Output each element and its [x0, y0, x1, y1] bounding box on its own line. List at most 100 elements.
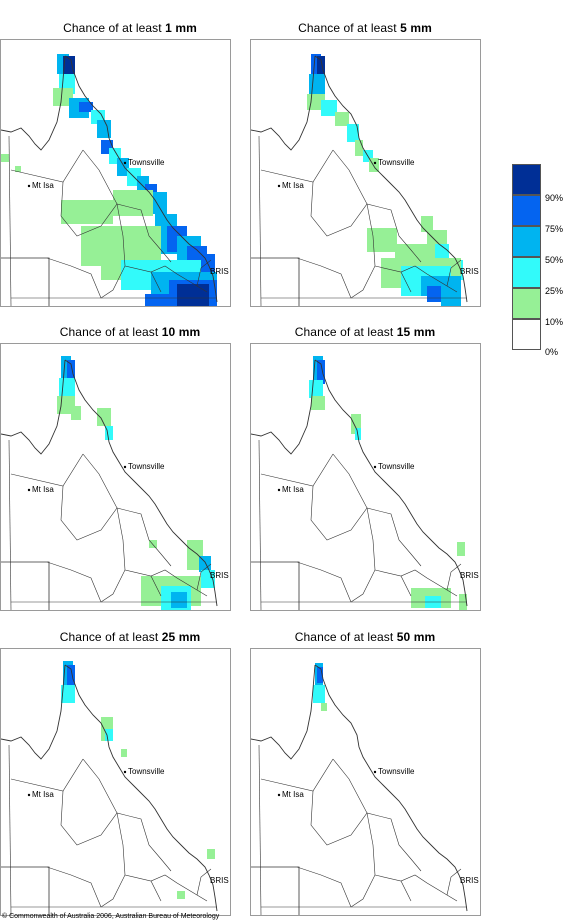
district-border [8, 135, 12, 306]
coastline [64, 664, 218, 912]
district-border [196, 563, 212, 591]
legend-label-0: 0% [545, 347, 559, 357]
coastline [314, 664, 468, 912]
state-border-box [1, 257, 50, 306]
panel-title-15mm: Chance of at least 15 mm [294, 325, 436, 339]
rain-probability-cell [61, 685, 75, 703]
district-border [82, 149, 118, 205]
probability-legend: 90% 75% 50% 25% 10% 0% [512, 164, 570, 357]
rain-probability-cell [435, 244, 449, 260]
district-border [446, 259, 462, 287]
legend-swatch-10 [512, 288, 541, 319]
gulf-coastline [1, 359, 66, 455]
brisbane-label: BRIS [460, 267, 479, 276]
district-border [260, 149, 334, 183]
mt-isa-marker [277, 793, 281, 797]
map-svg [1, 356, 218, 610]
rain-probability-cell [97, 120, 111, 138]
rain-probability-cell [335, 112, 349, 126]
gulf-coastline [1, 664, 66, 760]
map-panel-10mm: Townsville Mt Isa BRIS [0, 343, 231, 611]
district-border [100, 812, 126, 908]
rain-probability-cell [105, 729, 113, 741]
rain-probability-cell [311, 396, 325, 410]
state-border-box [251, 257, 300, 306]
rain-probability-cell [145, 294, 175, 306]
townsville-label: Townsville [378, 462, 415, 471]
townsville-label: Townsville [128, 462, 165, 471]
district-border [46, 257, 102, 299]
mt-isa-label: Mt Isa [32, 181, 54, 190]
coastline [314, 359, 468, 607]
rain-probability-cell [317, 56, 325, 86]
mt-isa-marker [27, 488, 31, 492]
district-border [124, 265, 208, 293]
townsville-marker [123, 465, 127, 469]
townsville-label: Townsville [378, 158, 415, 167]
district-border [374, 874, 458, 902]
district-border [150, 575, 162, 597]
mt-isa-label: Mt Isa [32, 485, 54, 494]
district-border [150, 880, 162, 902]
mt-isa-label: Mt Isa [282, 485, 304, 494]
district-border [350, 812, 376, 908]
district-border [82, 758, 118, 814]
rain-probability-cell [121, 749, 127, 757]
district-border [296, 257, 352, 299]
district-border [400, 575, 412, 597]
district-border [10, 453, 84, 487]
rain-probability-cell [367, 228, 397, 252]
district-border [332, 149, 368, 205]
legend-swatch-25 [512, 257, 541, 288]
rain-probability-cell [67, 665, 75, 685]
map-svg [251, 663, 468, 915]
townsville-marker [123, 161, 127, 165]
rain-probability-cell [311, 54, 321, 76]
rain-probability-cell [177, 284, 209, 306]
panel-title-5mm: Chance of at least 5 mm [298, 21, 432, 35]
district-border [258, 439, 262, 610]
rain-probability-cell [171, 592, 187, 608]
legend-swatch-0 [512, 319, 541, 350]
rain-probability-cell [149, 540, 157, 548]
townsville-marker [123, 770, 127, 774]
townsville-label: Townsville [128, 767, 165, 776]
state-border-box [1, 866, 50, 915]
rain-probability-cell [15, 166, 21, 172]
brisbane-label: BRIS [210, 876, 229, 885]
townsville-marker [373, 465, 377, 469]
district-border [374, 569, 458, 597]
district-border [260, 758, 334, 792]
district-border [310, 790, 422, 872]
legend-label-75: 75% [545, 224, 564, 234]
rain-probability-cell [309, 380, 323, 398]
district-border [296, 561, 352, 603]
district-border [310, 485, 422, 567]
district-border [124, 569, 208, 597]
district-border [8, 744, 12, 915]
district-border [296, 866, 352, 908]
panel-title-10mm: Chance of at least 10 mm [59, 325, 201, 339]
brisbane-label: BRIS [210, 571, 229, 580]
brisbane-label: BRIS [460, 571, 479, 580]
mt-isa-marker [277, 184, 281, 188]
mt-isa-label: Mt Isa [282, 181, 304, 190]
legend-swatch-50 [512, 226, 541, 257]
townsville-label: Townsville [128, 158, 165, 167]
rain-probability-cell [441, 284, 461, 306]
rain-probability-cell [177, 891, 185, 899]
map-panel-5mm: Townsville Mt Isa BRIS [250, 39, 481, 307]
state-border-box [251, 866, 300, 915]
map-svg [1, 661, 218, 915]
district-border [400, 271, 412, 293]
mt-isa-marker [27, 793, 31, 797]
panel-title-25mm: Chance of at least 25 mm [59, 630, 201, 644]
district-border [124, 874, 208, 902]
rain-probability-cell [61, 356, 71, 378]
copyright-notice: © Commonwealth of Australia 2006, Austra… [2, 913, 220, 920]
district-border [258, 135, 262, 306]
district-border [46, 866, 102, 908]
district-border [350, 507, 376, 603]
legend-swatch-90 [512, 164, 541, 195]
district-border [446, 563, 462, 591]
